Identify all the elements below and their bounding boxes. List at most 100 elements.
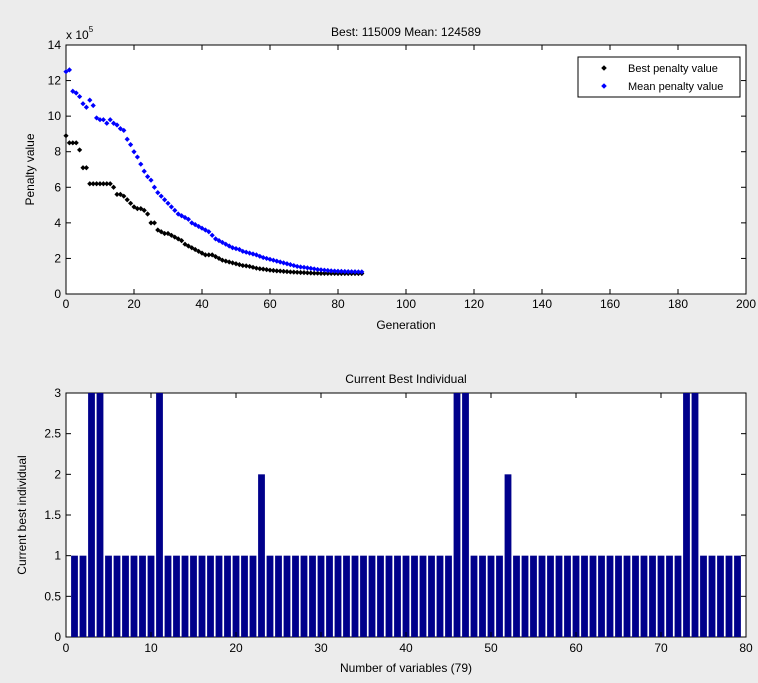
bar [105, 555, 112, 637]
best-penalty-point [121, 193, 127, 199]
best-penalty-point [111, 184, 117, 190]
bar [445, 555, 452, 637]
mean-penalty-point [315, 266, 321, 273]
bar [71, 555, 78, 637]
best-penalty-point [308, 270, 314, 276]
mean-penalty-point [148, 177, 154, 183]
bar [479, 555, 486, 637]
mean-penalty-point [304, 265, 310, 271]
mean-penalty-point [100, 117, 106, 123]
bar [224, 555, 231, 637]
bar [249, 555, 257, 637]
x-tick-label: 140 [532, 297, 552, 311]
y-tick-label: 1.5 [44, 508, 61, 522]
bar [683, 393, 690, 637]
mean-penalty-point [338, 268, 344, 275]
bar [521, 555, 529, 637]
x-tick-label: 60 [569, 641, 583, 655]
bar [300, 555, 308, 637]
bar [411, 555, 418, 637]
bar [700, 555, 707, 637]
best-penalty-point [209, 252, 215, 258]
mean-penalty-point [328, 268, 334, 274]
mean-penalty-point [107, 117, 113, 123]
x-tick-label: 60 [263, 297, 277, 311]
best-penalty-point [270, 267, 276, 274]
x-tick-label: 30 [314, 641, 328, 655]
bar [453, 393, 461, 637]
best-penalty-point [124, 197, 130, 203]
mean-penalty-point [114, 122, 120, 128]
best-penalty-point [66, 140, 72, 146]
best-penalty-point [213, 254, 219, 260]
bar [462, 393, 469, 637]
bar [581, 555, 588, 637]
bar [164, 555, 172, 637]
mean-penalty-point [104, 120, 110, 126]
mean-penalty-point [172, 207, 178, 214]
legend-markers [601, 65, 607, 89]
bar [181, 555, 189, 637]
bar [368, 555, 376, 637]
mean-penalty-point [124, 136, 130, 142]
penalty-chart-title: Best: 115009 Mean: 124589 [331, 25, 481, 39]
best-individual-ticks: 0 10 20 30 40 50 60 70 80 0 0.5 1 1.5 2 2.5 3 [44, 386, 753, 655]
y-tick-label: 2 [54, 467, 61, 481]
bar [113, 555, 121, 637]
penalty-markers [63, 67, 365, 277]
bar [436, 555, 444, 637]
bar [198, 555, 206, 637]
bar [717, 555, 724, 637]
mean-penalty-point [321, 267, 327, 273]
best-penalty-point [325, 270, 331, 276]
mean-penalty-point [121, 127, 127, 133]
bar [402, 555, 410, 637]
bar [377, 555, 384, 637]
penalty-ticks: 0 20 40 60 80 100 120 140 160 180 200 0 2 4 6 8 10 12 14 [48, 38, 757, 311]
best-penalty-point [294, 269, 300, 275]
x-tick-label: 20 [229, 641, 243, 655]
y-tick-label: 8 [54, 145, 61, 159]
y-tick-label: 0 [54, 287, 61, 301]
penalty-y-axis-label: Penalty value [23, 133, 37, 205]
mean-penalty-point [162, 197, 168, 203]
bar [734, 555, 741, 637]
mean-penalty-point [134, 154, 140, 160]
bar [419, 555, 427, 637]
bar [649, 555, 656, 637]
best-individual-y-axis-label: Current best individual [15, 455, 29, 574]
bar [173, 555, 180, 637]
best-penalty-point [253, 265, 259, 271]
bar [640, 555, 648, 637]
x-tick-label: 200 [736, 297, 756, 311]
mean-penalty-point [349, 269, 355, 275]
mean-penalty-point [206, 229, 212, 235]
mean-penalty-point [355, 269, 361, 275]
bar [487, 555, 495, 637]
bar [147, 555, 155, 637]
bar [674, 555, 682, 637]
bar [657, 555, 665, 637]
mean-penalty-point [97, 117, 103, 123]
mean-penalty-point [158, 193, 164, 199]
bar [504, 474, 512, 637]
best-penalty-point [267, 267, 273, 273]
best-penalty-point [206, 252, 212, 258]
mean-penalty-point [155, 190, 161, 196]
bar [258, 474, 265, 637]
y-tick-label: 0.5 [44, 589, 61, 603]
penalty-chart: 0 20 40 60 80 100 120 140 160 180 200 0 2 4 6 8 10 12 14 B… [23, 25, 756, 332]
bar [275, 555, 282, 637]
mean-penalty-point [145, 174, 151, 180]
best-penalty-point [73, 140, 79, 146]
bar [394, 555, 401, 637]
bar [538, 555, 546, 637]
mean-penalty-point [318, 267, 324, 273]
mean-penalty-point [185, 216, 191, 222]
best-penalty-point [321, 270, 327, 276]
best-penalty-point [80, 165, 86, 171]
bar [589, 555, 597, 637]
y-exponent-power: 5 [89, 25, 94, 34]
mean-penalty-point [83, 104, 89, 110]
